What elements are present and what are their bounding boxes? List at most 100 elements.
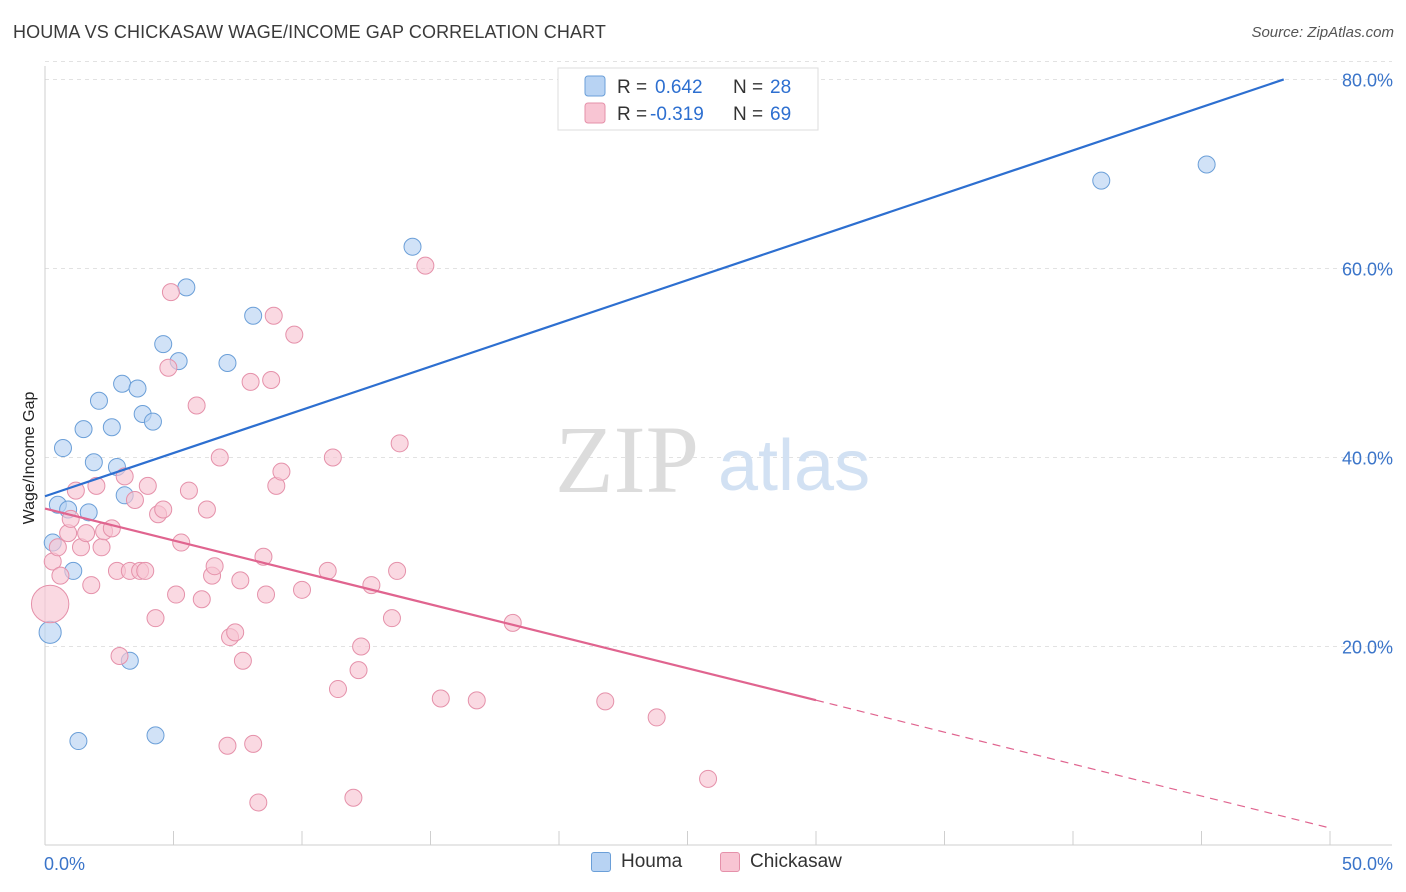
point-chickasaw bbox=[264, 306, 283, 325]
trend-line-extension-chickasaw bbox=[815, 699, 1331, 829]
point-chickasaw bbox=[467, 691, 486, 710]
point-chickasaw bbox=[596, 692, 615, 711]
point-houma bbox=[89, 391, 108, 410]
point-chickasaw bbox=[159, 358, 178, 377]
point-chickasaw bbox=[244, 734, 263, 753]
point-chickasaw bbox=[241, 372, 260, 391]
point-chickasaw bbox=[179, 481, 198, 500]
point-houma bbox=[403, 237, 422, 256]
point-houma bbox=[113, 374, 132, 393]
data-points bbox=[30, 155, 1216, 812]
point-chickasaw bbox=[431, 689, 450, 708]
legend-r-value-houma: 0.642 bbox=[655, 77, 703, 98]
point-houma bbox=[218, 353, 237, 372]
point-chickasaw bbox=[136, 561, 155, 580]
trend-lines bbox=[44, 78, 1331, 829]
point-chickasaw bbox=[249, 793, 268, 812]
point-chickasaw bbox=[328, 680, 347, 699]
y-axis-label: Wage/Income Gap bbox=[21, 392, 38, 525]
point-chickasaw bbox=[382, 609, 401, 628]
y-tick-label-60: 60.0% bbox=[1342, 259, 1393, 279]
point-chickasaw bbox=[197, 500, 216, 519]
point-chickasaw bbox=[388, 561, 407, 580]
bottom-legend-label-chickasaw: Chickasaw bbox=[750, 851, 842, 872]
point-houma bbox=[74, 420, 93, 439]
point-chickasaw bbox=[192, 590, 211, 609]
point-houma bbox=[128, 379, 147, 398]
point-chickasaw bbox=[154, 500, 173, 519]
bottom-legend-chickasaw: Chickasaw bbox=[720, 851, 842, 873]
y-tick-label-80: 80.0% bbox=[1342, 70, 1393, 90]
source-credit: Source: ZipAtlas.com bbox=[1251, 24, 1394, 41]
point-houma bbox=[84, 453, 103, 472]
gridlines bbox=[45, 60, 1392, 648]
point-chickasaw bbox=[344, 788, 363, 807]
point-chickasaw bbox=[82, 576, 101, 595]
point-chickasaw bbox=[233, 651, 252, 670]
point-chickasaw bbox=[262, 371, 281, 389]
point-chickasaw bbox=[92, 538, 111, 557]
point-chickasaw bbox=[51, 566, 70, 585]
point-chickasaw bbox=[272, 462, 291, 481]
point-chickasaw bbox=[48, 538, 67, 557]
point-houma bbox=[79, 503, 98, 522]
point-houma bbox=[102, 418, 121, 437]
point-chickasaw bbox=[146, 609, 165, 628]
point-chickasaw bbox=[226, 623, 245, 642]
point-chickasaw bbox=[138, 476, 157, 495]
point-chickasaw bbox=[30, 584, 70, 624]
chart-title: HOUMA VS CHICKASAW WAGE/INCOME GAP CORRE… bbox=[13, 22, 606, 42]
point-chickasaw bbox=[87, 476, 106, 495]
point-chickasaw bbox=[257, 585, 276, 604]
y-tick-label-40: 40.0% bbox=[1342, 449, 1393, 469]
point-houma bbox=[143, 412, 162, 431]
point-chickasaw bbox=[102, 519, 121, 538]
legend-swatch-houma bbox=[584, 75, 606, 97]
point-houma bbox=[244, 306, 263, 325]
legend-r-value-chickasaw: -0.319 bbox=[650, 104, 704, 125]
point-chickasaw bbox=[699, 769, 718, 788]
point-chickasaw bbox=[285, 325, 304, 344]
point-chickasaw bbox=[167, 585, 186, 604]
point-houma bbox=[38, 620, 62, 644]
watermark-zip: ZIP bbox=[555, 406, 699, 513]
point-chickasaw bbox=[416, 256, 435, 275]
point-houma bbox=[154, 335, 173, 354]
point-chickasaw bbox=[77, 524, 96, 543]
top-legend: R = 0.642 N = 28 R = -0.319 N = 69 bbox=[557, 67, 819, 131]
point-houma bbox=[177, 278, 196, 297]
legend-r-label-chickasaw: R = bbox=[617, 104, 647, 125]
point-chickasaw bbox=[161, 283, 180, 302]
point-houma bbox=[1092, 171, 1111, 190]
point-chickasaw bbox=[647, 708, 666, 727]
legend-n-label-houma: N = bbox=[733, 77, 763, 98]
tick-labels: 20.0% 40.0% 60.0% 80.0% 0.0% 50.0% bbox=[44, 70, 1393, 874]
watermark-atlas: atlas bbox=[718, 426, 870, 506]
point-houma bbox=[53, 439, 72, 458]
y-tick-label-20: 20.0% bbox=[1342, 638, 1393, 658]
point-chickasaw bbox=[390, 434, 409, 453]
bottom-legend-label-houma: Houma bbox=[621, 851, 683, 872]
point-chickasaw bbox=[231, 571, 250, 590]
point-houma bbox=[146, 726, 165, 745]
legend-n-label-chickasaw: N = bbox=[733, 104, 763, 125]
bottom-legend-swatch-chickasaw bbox=[720, 852, 740, 872]
bottom-legend-swatch-houma bbox=[591, 852, 611, 872]
point-chickasaw bbox=[125, 491, 144, 510]
x-tick-label-0: 0.0% bbox=[44, 854, 85, 874]
point-houma bbox=[69, 732, 88, 751]
bottom-legend-houma: Houma bbox=[591, 851, 682, 873]
legend-r-label-houma: R = bbox=[617, 77, 647, 98]
legend-swatch-chickasaw bbox=[584, 102, 606, 124]
point-chickasaw bbox=[187, 396, 206, 415]
point-chickasaw bbox=[205, 557, 224, 576]
point-houma bbox=[1197, 155, 1216, 174]
point-chickasaw bbox=[210, 448, 229, 467]
point-chickasaw bbox=[349, 661, 368, 680]
axes bbox=[44, 66, 1392, 846]
point-chickasaw bbox=[352, 637, 371, 656]
point-chickasaw bbox=[323, 448, 342, 467]
point-chickasaw bbox=[293, 580, 311, 599]
trend-line-houma bbox=[44, 78, 1285, 498]
